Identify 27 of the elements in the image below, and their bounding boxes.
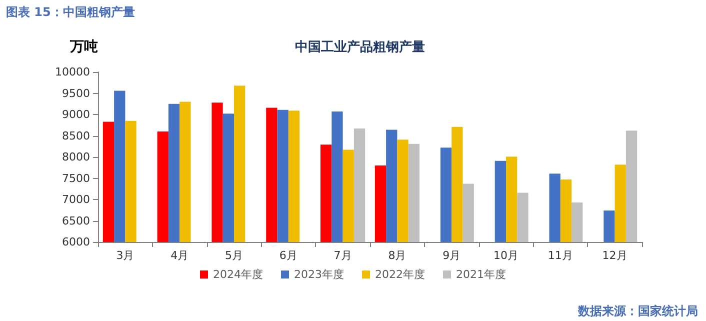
x-tick-label: 5月 [225,249,243,262]
x-tick-label: 4月 [170,249,189,262]
y-tick-label: 6000 [62,236,90,248]
text: 图表 15：中国粗钢产量 [6,5,135,19]
legend-label: 2022年度 [375,268,425,281]
x-tick-label: 8月 [388,249,406,262]
x-tick-label: 3月 [116,249,134,262]
chart-title: 中国工业产品粗钢产量 [295,39,425,55]
legend-label: 2024年度 [213,268,264,281]
x-tick-label: 7月 [334,249,352,262]
source-note: 数据来源：国家统计局 [577,304,698,318]
y-tick-label: 6500 [62,214,90,228]
x-tick-label: 11月 [548,249,573,262]
y-tick-label: 9500 [62,86,90,100]
x-tick-label: 12月 [602,249,628,262]
y-tick-label: 7500 [62,172,90,185]
x-tick-label: 9月 [442,249,461,262]
legend-label: 2023年度 [294,268,344,281]
x-tick-label: 6月 [279,249,298,262]
y-axis-title: 万吨 [69,39,98,55]
y-tick-label: 8500 [62,129,90,142]
y-tick-label: 10000 [55,66,90,78]
x-tick-label: 10月 [494,249,518,262]
y-tick-label: 9000 [62,108,90,121]
y-tick-label: 8000 [62,150,90,164]
y-tick-label: 7000 [62,193,90,206]
legend-label: 2021年度 [456,268,506,281]
